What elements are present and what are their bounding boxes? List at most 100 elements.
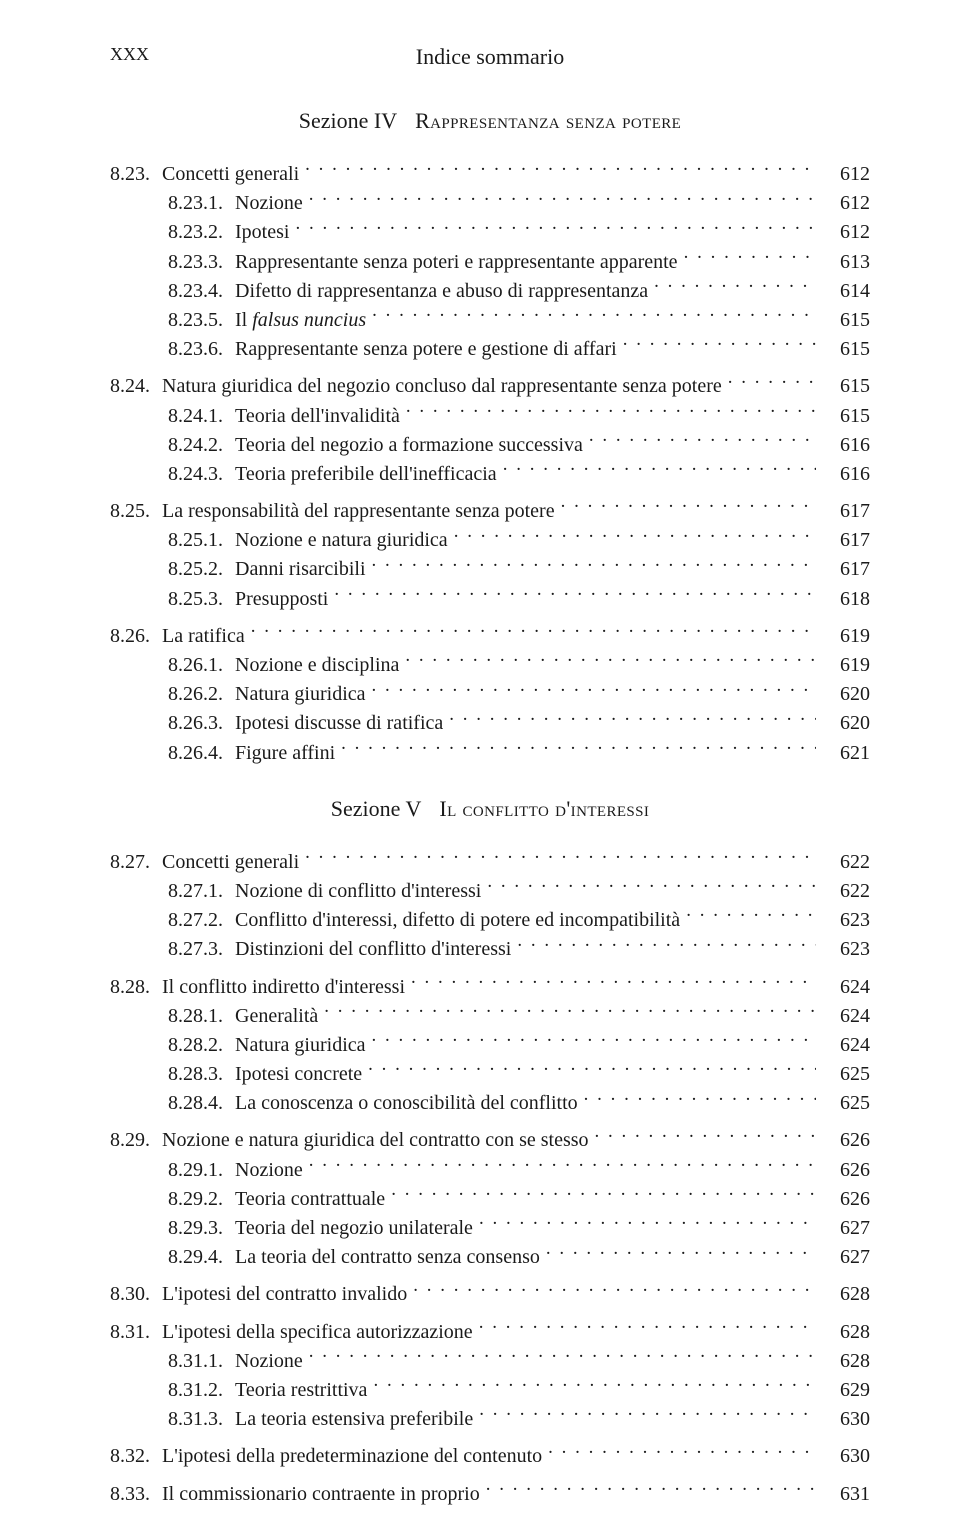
toc-number: 8.32. (110, 1442, 162, 1471)
toc-label: Nozione e disciplina (235, 651, 399, 680)
dot-leader (595, 1126, 816, 1146)
toc-label: La conoscenza o conoscibilità del confli… (235, 1089, 578, 1118)
toc-label: Conflitto d'interessi, difetto di potere… (235, 906, 680, 935)
toc-page: 612 (822, 218, 870, 247)
toc-number: 8.28.3. (110, 1060, 235, 1089)
toc-number: 8.29.3. (110, 1214, 235, 1243)
toc-row: 8.27.3.Distinzioni del conflitto d'inter… (110, 935, 870, 964)
dot-leader (368, 1060, 816, 1080)
toc-number: 8.28.2. (110, 1031, 235, 1060)
toc-label: Nozione e natura giuridica (235, 526, 448, 555)
toc-label: Nozione (235, 189, 303, 218)
toc-page: 629 (822, 1376, 870, 1405)
toc-label: Teoria del negozio a formazione successi… (235, 431, 583, 460)
toc-label: Ipotesi concrete (235, 1060, 362, 1089)
toc-label: Rappresentante senza potere e gestione d… (235, 335, 617, 364)
toc-label: La responsabilità del rappresentante sen… (162, 497, 555, 526)
dot-leader (548, 1442, 816, 1462)
toc-number: 8.25.1. (110, 526, 235, 555)
toc-page: 630 (822, 1442, 870, 1471)
toc-row: 8.28.1.Generalità624 (110, 1002, 870, 1031)
toc-page: 624 (822, 1002, 870, 1031)
dot-leader (479, 1318, 816, 1338)
toc-label: La ratifica (162, 622, 245, 651)
toc-number: 8.28.1. (110, 1002, 235, 1031)
toc-number: 8.31.2. (110, 1376, 235, 1405)
toc-number: 8.23.2. (110, 218, 235, 247)
toc-page: 619 (822, 651, 870, 680)
toc-number: 8.30. (110, 1280, 162, 1309)
toc-row: 8.23.4.Difetto di rappresentanza e abuso… (110, 277, 870, 306)
toc-row: 8.31.2.Teoria restrittiva 629 (110, 1376, 870, 1405)
toc-row: 8.33.Il commissionario contraente in pro… (110, 1480, 870, 1509)
toc-label: Teoria del negozio unilaterale (235, 1214, 473, 1243)
dot-leader (684, 248, 816, 268)
toc-number: 8.24.1. (110, 402, 235, 431)
toc-page: 620 (822, 680, 870, 709)
section-prefix: Sezione IV (299, 108, 397, 133)
toc-label: Rappresentante senza poteri e rappresent… (235, 248, 678, 277)
toc-label: Natura giuridica (235, 1031, 366, 1060)
toc-row: 8.26.4.Figure affini621 (110, 739, 870, 768)
toc-page: 625 (822, 1089, 870, 1118)
dot-leader (728, 372, 816, 392)
toc-page: 618 (822, 585, 870, 614)
toc-label: Teoria restrittiva (235, 1376, 367, 1405)
dot-leader (413, 1280, 816, 1300)
dot-leader (405, 651, 816, 671)
dot-leader (479, 1214, 816, 1234)
running-title: Indice sommario (416, 44, 564, 70)
dot-leader (372, 555, 816, 575)
toc-label: L'ipotesi della specifica autorizzazione (162, 1318, 473, 1347)
dot-leader (309, 189, 816, 209)
toc-number: 8.23.4. (110, 277, 235, 306)
dot-leader (406, 402, 816, 422)
toc-row: 8.23.2.Ipotesi 612 (110, 218, 870, 247)
toc-row: 8.26.La ratifica619 (110, 622, 870, 651)
dot-leader (251, 622, 816, 642)
toc-label: Nozione (235, 1156, 303, 1185)
toc-label: Ipotesi (235, 218, 289, 247)
section-subtitle: Il conflitto d'interessi (439, 796, 649, 821)
toc-page: 617 (822, 526, 870, 555)
dot-leader (391, 1185, 816, 1205)
dot-leader (295, 218, 816, 238)
toc-row: 8.24.3.Teoria preferibile dell'inefficac… (110, 460, 870, 489)
toc-page: 626 (822, 1156, 870, 1185)
toc-page: 628 (822, 1347, 870, 1376)
toc-page: 615 (822, 306, 870, 335)
toc-number: 8.26.3. (110, 709, 235, 738)
dot-leader (372, 1031, 817, 1051)
toc-row: 8.23.1.Nozione612 (110, 189, 870, 218)
toc-label: Il falsus nuncius (235, 306, 366, 335)
toc-page: 613 (822, 248, 870, 277)
toc-label: Concetti generali (162, 848, 299, 877)
toc-label: Nozione di conflitto d'interessi (235, 877, 481, 906)
toc-number: 8.27. (110, 848, 162, 877)
toc-page: 624 (822, 1031, 870, 1060)
toc-section: 8.23.Concetti generali6128.23.1.Nozione6… (110, 160, 870, 768)
dot-leader (561, 497, 816, 517)
toc-row: 8.23.5.Il falsus nuncius615 (110, 306, 870, 335)
toc-page: 623 (822, 906, 870, 935)
toc-number: 8.29. (110, 1126, 162, 1155)
toc-page: 617 (822, 555, 870, 584)
toc-number: 8.25.2. (110, 555, 235, 584)
section-heading: Sezione IVRappresentanza senza potere (110, 108, 870, 134)
toc-row: 8.31.L'ipotesi della specifica autorizza… (110, 1318, 870, 1347)
toc-content: Sezione IVRappresentanza senza potere 8.2… (110, 108, 870, 1509)
toc-page: 624 (822, 973, 870, 1002)
toc-label: Presupposti (235, 585, 328, 614)
dot-leader (486, 1480, 816, 1500)
toc-number: 8.29.4. (110, 1243, 235, 1272)
toc-page: 625 (822, 1060, 870, 1089)
toc-label: L'ipotesi del contratto invalido (162, 1280, 407, 1309)
toc-row: 8.24.2.Teoria del negozio a formazione s… (110, 431, 870, 460)
dot-leader (305, 160, 816, 180)
toc-page: 622 (822, 848, 870, 877)
dot-leader (654, 277, 816, 297)
toc-row: 8.30.L'ipotesi del contratto invalido628 (110, 1280, 870, 1309)
dot-leader (341, 739, 816, 759)
toc-label: Il conflitto indiretto d'interessi (162, 973, 405, 1002)
toc-page: 622 (822, 877, 870, 906)
